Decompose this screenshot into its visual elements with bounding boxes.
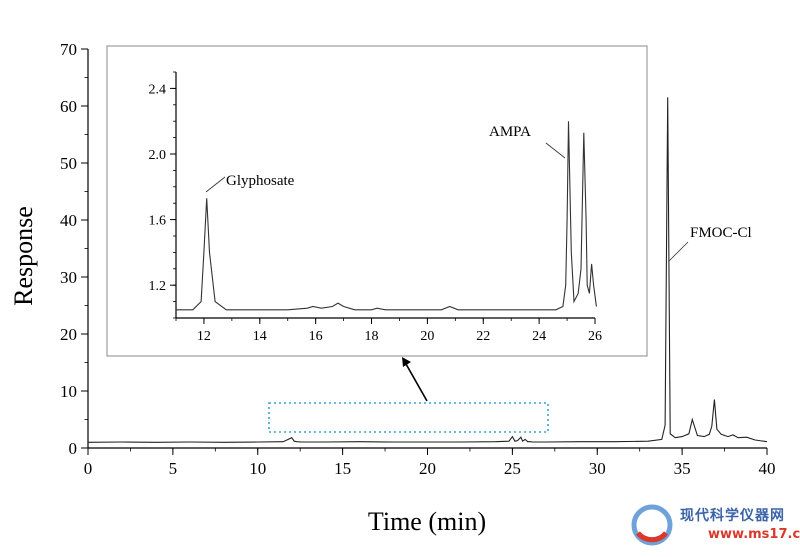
x-axis-title: Time (min) <box>368 507 486 536</box>
x-tick-label: 20 <box>420 329 434 344</box>
y-tick-label: 2.0 <box>149 148 167 163</box>
watermark-url: www.ms17.cn <box>708 527 800 542</box>
x-tick-label: 22 <box>476 329 490 344</box>
fmoc-label: FMOC-Cl <box>690 225 752 241</box>
y-tick-label: 2.4 <box>149 82 167 97</box>
y-tick-label: 30 <box>60 268 77 287</box>
watermark-name: 现代科学仪器网 <box>680 508 785 524</box>
x-tick-label: 10 <box>249 459 266 478</box>
main-chromatogram-line <box>87 97 768 443</box>
watermark-logo-icon <box>631 504 673 546</box>
glyphosate-label: Glyphosate <box>226 173 295 189</box>
x-tick-label: 14 <box>253 329 267 344</box>
y-tick-label: 70 <box>60 40 77 59</box>
x-tick-label: 24 <box>532 329 546 344</box>
zoom-region-box <box>268 402 549 433</box>
x-tick-label: 26 <box>588 329 602 344</box>
x-tick-label: 16 <box>309 329 323 344</box>
watermark: 现代科学仪器网 www.ms17.cn <box>630 503 800 553</box>
x-tick-label: 25 <box>504 459 521 478</box>
x-tick-label: 18 <box>365 329 379 344</box>
y-tick-label: 1.2 <box>149 279 167 294</box>
y-tick-label: 10 <box>60 382 77 401</box>
y-tick-label: 50 <box>60 154 77 173</box>
ampa-label: AMPA <box>489 124 531 140</box>
y-tick-label: 40 <box>60 211 77 230</box>
inset-arrow-shaft <box>405 363 428 402</box>
main-axes: 0 5 10 15 20 25 30 35 40 0 10 20 30 40 50 60 70 <box>60 40 776 478</box>
x-tick-label: 15 <box>334 459 351 478</box>
y-tick-label: 20 <box>60 325 77 344</box>
inset-axes: 12 14 16 18 20 22 24 26 1.2 1.6 2.0 2.4 <box>149 71 602 344</box>
y-axis-title: Response <box>9 206 38 306</box>
y-tick-label: 1.6 <box>149 214 167 229</box>
ampa-leader <box>545 142 566 159</box>
y-tick-label: 60 <box>60 97 77 116</box>
inset-chromatogram-line <box>176 121 597 311</box>
x-tick-label: 35 <box>674 459 691 478</box>
inset-panel <box>106 45 648 357</box>
x-tick-label: 30 <box>589 459 606 478</box>
x-tick-label: 12 <box>197 329 211 344</box>
glyphosate-leader <box>205 176 226 193</box>
inset-arrow-head <box>402 357 411 367</box>
x-tick-label: 5 <box>169 459 178 478</box>
fmoc-leader <box>668 241 689 262</box>
x-tick-label: 40 <box>759 459 776 478</box>
x-tick-label: 20 <box>419 459 436 478</box>
x-tick-label: 0 <box>84 459 93 478</box>
y-tick-label: 0 <box>69 439 78 458</box>
